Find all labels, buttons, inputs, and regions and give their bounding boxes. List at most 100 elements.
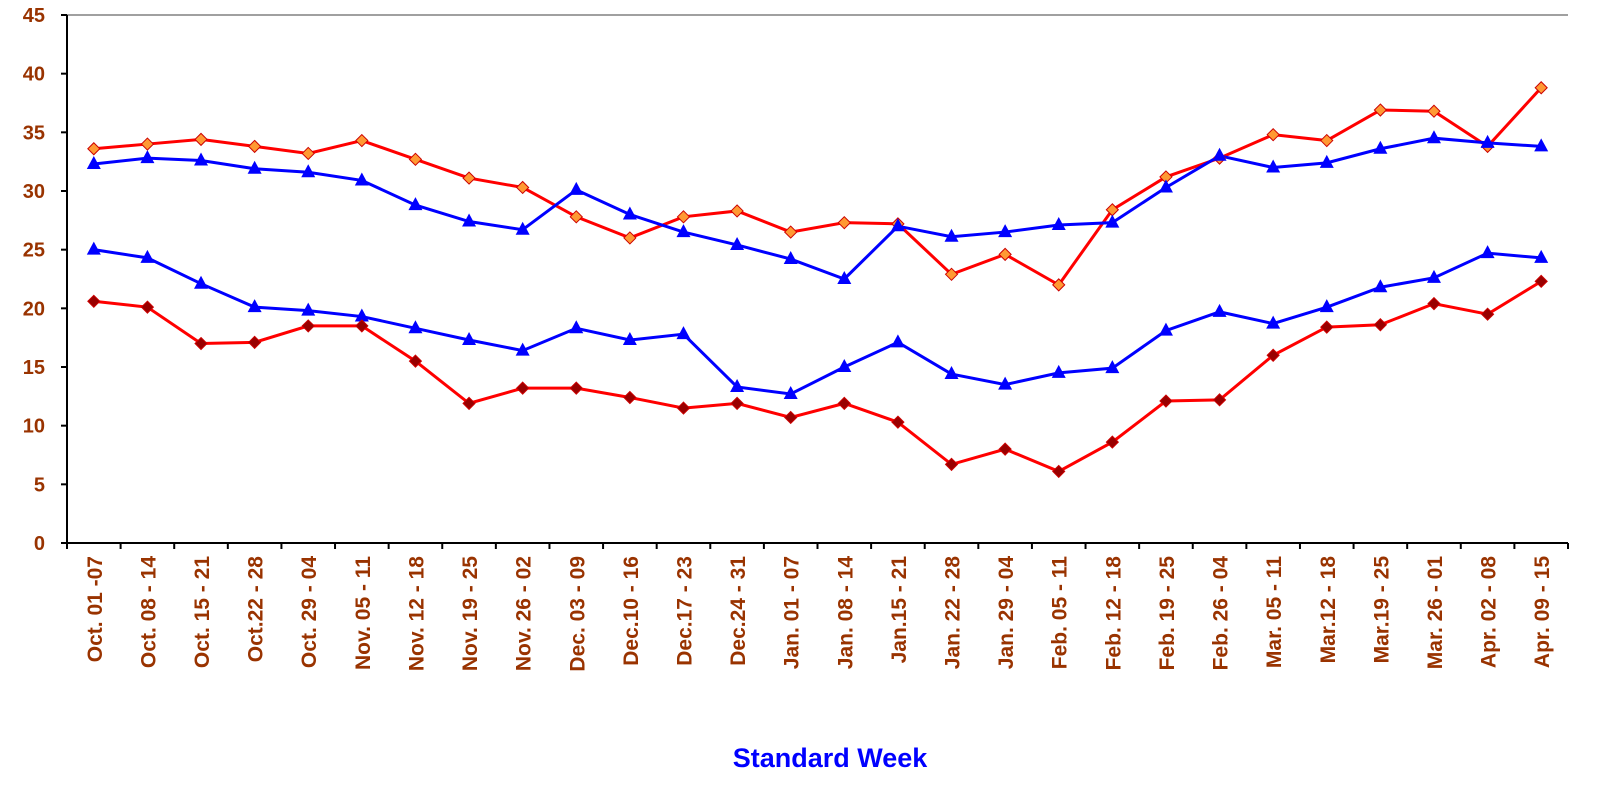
- x-tick-label: Feb. 26 - 04: [1210, 556, 1233, 671]
- marker: [140, 137, 155, 151]
- marker: [944, 228, 959, 242]
- marker: [676, 326, 691, 340]
- marker: [1373, 318, 1388, 332]
- marker: [1266, 315, 1281, 329]
- marker: [462, 332, 477, 346]
- marker: [1534, 81, 1548, 95]
- marker: [1427, 104, 1441, 118]
- marker: [1266, 348, 1280, 362]
- marker: [247, 335, 262, 350]
- marker: [730, 204, 744, 218]
- marker: [1534, 138, 1549, 152]
- x-tick-label: Mar. 26 - 01: [1424, 556, 1447, 670]
- y-tick-label: 10: [23, 416, 45, 438]
- marker: [247, 299, 262, 313]
- marker: [998, 224, 1013, 238]
- marker: [1158, 322, 1173, 336]
- marker: [515, 381, 530, 395]
- marker: [1212, 393, 1227, 407]
- marker: [86, 241, 101, 255]
- marker: [1480, 245, 1495, 259]
- marker: [676, 210, 691, 224]
- marker: [623, 231, 637, 245]
- marker: [1212, 303, 1227, 317]
- marker: [944, 366, 959, 380]
- marker: [408, 320, 423, 334]
- x-tick-label: Oct. 15 - 21: [191, 556, 214, 668]
- series-line: [93, 248, 1542, 396]
- marker: [194, 275, 209, 289]
- marker: [462, 213, 477, 227]
- x-tick-label: Dec.17 - 23: [673, 556, 696, 666]
- marker: [1320, 320, 1334, 334]
- marker: [515, 342, 530, 356]
- y-tick-label: 0: [34, 533, 45, 555]
- marker: [623, 390, 637, 405]
- marker: [462, 171, 476, 185]
- marker: [944, 267, 959, 282]
- marker: [355, 319, 369, 333]
- marker: [998, 442, 1012, 456]
- marker: [622, 332, 637, 346]
- y-tick-label: 40: [23, 64, 45, 86]
- x-tick-label: Jan.15 - 21: [888, 556, 911, 664]
- x-tick-label: Dec. 03 - 09: [566, 556, 589, 672]
- x-tick-label: Nov. 12 - 18: [405, 556, 428, 671]
- marker: [1319, 299, 1334, 313]
- y-tick-label: 20: [23, 298, 45, 320]
- marker: [87, 142, 101, 156]
- marker: [622, 206, 637, 220]
- marker: [354, 172, 369, 186]
- x-axis-label: Standard Week: [733, 743, 929, 773]
- marker: [1426, 269, 1441, 283]
- x-tick-label: Jan. 01 - 07: [781, 556, 804, 669]
- y-tick-label: 35: [23, 122, 45, 144]
- marker: [515, 221, 530, 235]
- marker: [783, 410, 798, 425]
- marker: [194, 152, 209, 166]
- marker: [1373, 103, 1388, 117]
- marker: [247, 160, 262, 174]
- marker: [783, 385, 798, 399]
- marker: [569, 181, 584, 195]
- x-tick-label: Jan. 29 - 04: [995, 556, 1018, 670]
- x-tick-label: Apr. 02 - 08: [1478, 556, 1501, 668]
- marker: [1480, 307, 1495, 321]
- marker: [86, 156, 101, 170]
- marker: [1266, 159, 1281, 173]
- y-tick-label: 25: [23, 240, 45, 262]
- marker: [1158, 179, 1173, 193]
- x-tick-label: Mar.12 - 18: [1317, 556, 1340, 664]
- marker: [408, 152, 423, 167]
- marker: [515, 180, 530, 195]
- marker: [1159, 394, 1173, 408]
- marker: [891, 415, 905, 429]
- marker: [194, 336, 208, 351]
- y-tick-label: 45: [23, 5, 45, 27]
- marker: [998, 376, 1013, 390]
- marker: [355, 133, 369, 148]
- marker: [408, 197, 423, 211]
- marker: [783, 251, 798, 265]
- x-tick-label: Apr. 09 - 15: [1531, 556, 1554, 668]
- marker: [890, 334, 905, 348]
- marker: [1105, 214, 1120, 228]
- marker: [1427, 296, 1441, 311]
- marker: [1373, 140, 1388, 154]
- marker: [676, 401, 691, 415]
- marker: [247, 139, 262, 154]
- series-line: [93, 280, 1542, 474]
- marker: [354, 308, 369, 322]
- marker: [87, 294, 101, 309]
- marker: [730, 236, 745, 250]
- x-tick-label: Jan. 08 - 14: [834, 556, 857, 670]
- marker: [998, 247, 1012, 262]
- marker: [408, 354, 423, 368]
- marker: [1051, 217, 1066, 231]
- marker: [837, 271, 852, 284]
- y-tick-label: 15: [23, 357, 45, 379]
- marker: [194, 132, 208, 147]
- series-line: [93, 86, 1543, 287]
- x-tick-label: Mar. 05 - 11: [1263, 556, 1286, 668]
